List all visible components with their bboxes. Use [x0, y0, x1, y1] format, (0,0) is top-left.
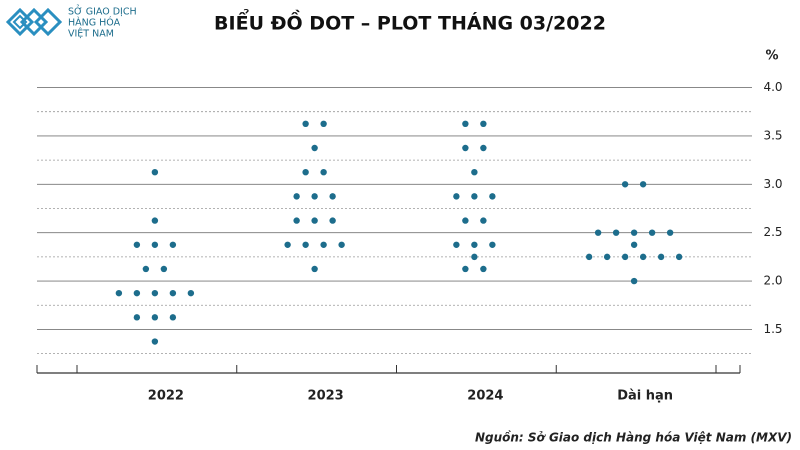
source: Nguồn: Sở Giao dịch Hàng hóa Việt Nam (M…	[475, 431, 792, 445]
dot	[169, 289, 177, 297]
dot	[471, 241, 478, 248]
dot	[462, 144, 469, 152]
logo-text: SỞ GIAO DỊCH	[68, 6, 137, 18]
dot	[133, 289, 141, 297]
dot	[657, 253, 665, 261]
dot	[151, 338, 159, 345]
dot	[187, 289, 195, 297]
dot	[471, 193, 478, 200]
dot	[133, 241, 141, 248]
y-tick-label: 3.0	[763, 177, 782, 191]
dot	[293, 193, 300, 200]
dot	[160, 265, 168, 273]
dot	[480, 144, 487, 152]
dot	[320, 168, 327, 176]
y-tick-label: 2.5	[763, 225, 782, 239]
dot	[311, 144, 318, 152]
dot	[311, 193, 318, 200]
dot	[320, 120, 327, 128]
dot	[453, 241, 460, 248]
dot	[471, 253, 478, 261]
dot	[338, 241, 345, 248]
dot	[630, 241, 638, 248]
x-tick-label: Dài hạn	[617, 389, 673, 404]
x-tick-label: 2022	[148, 389, 184, 404]
dot	[489, 241, 496, 248]
dot	[489, 193, 496, 200]
dot	[621, 181, 629, 188]
logo: SỞ GIAO DỊCH HÀNG HÓA VIỆT NAM	[5, 6, 137, 40]
dot	[480, 217, 487, 224]
dot	[169, 314, 177, 321]
dot	[462, 265, 469, 273]
x-tick-label: 2024	[467, 389, 503, 404]
dot	[329, 217, 336, 224]
dot	[612, 229, 620, 236]
dot	[115, 289, 123, 297]
dot	[639, 253, 647, 261]
dot	[142, 265, 150, 273]
dot	[151, 168, 159, 176]
dot	[320, 241, 327, 248]
dot	[453, 193, 460, 200]
dot	[293, 217, 300, 224]
dot	[621, 253, 629, 261]
x-tick-label: 2023	[308, 389, 344, 404]
dot	[594, 229, 602, 236]
y-tick-label: 4.0	[763, 80, 782, 94]
dot	[480, 265, 487, 273]
dot	[630, 277, 638, 285]
dot	[302, 168, 309, 176]
dot	[462, 120, 469, 128]
dot	[630, 229, 638, 236]
logo-text: VIỆT NAM	[68, 28, 114, 40]
chart-title: BIỂU ĐỒ DOT – PLOT THÁNG 03/2022	[214, 9, 606, 35]
dot	[329, 193, 336, 200]
dot	[585, 253, 593, 261]
dot	[133, 314, 141, 321]
dot	[603, 253, 611, 261]
dot	[471, 168, 478, 176]
dot	[284, 241, 291, 248]
dot	[151, 289, 159, 297]
dot	[302, 241, 309, 248]
logo-text: HÀNG HÓA	[68, 17, 121, 29]
dot	[666, 229, 674, 236]
dot	[311, 217, 318, 224]
y-tick-label: 1.5	[763, 322, 782, 336]
dot	[151, 217, 159, 224]
dot	[639, 181, 647, 188]
dot	[648, 229, 656, 236]
dot	[151, 314, 159, 321]
dot	[675, 253, 683, 261]
dot	[302, 120, 309, 128]
y-tick-label: 3.5	[763, 128, 782, 142]
logo-mark	[5, 7, 63, 37]
dot	[480, 120, 487, 128]
dot	[151, 241, 159, 248]
dot	[462, 217, 469, 224]
dot	[311, 265, 318, 273]
y-tick-label: 2.0	[763, 274, 782, 288]
y-unit: %	[765, 49, 778, 64]
dot	[169, 241, 177, 248]
